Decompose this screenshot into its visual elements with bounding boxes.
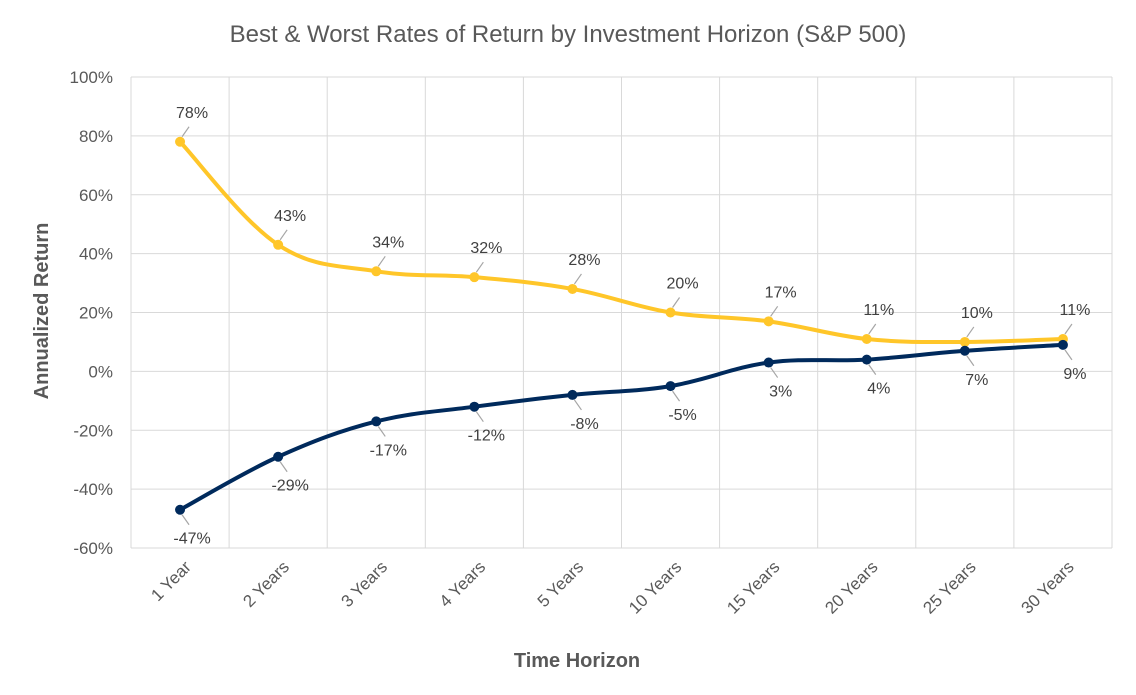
best-return-marker	[959, 336, 970, 347]
y-tick-label: 60%	[79, 186, 113, 205]
worst-return-label: 9%	[1063, 366, 1086, 383]
worst-return-marker	[861, 354, 872, 365]
leader-line	[1064, 349, 1073, 361]
x-axis-title: Time Horizon	[514, 650, 640, 672]
worst-return-label: 3%	[769, 384, 792, 401]
worst-return-marker	[665, 381, 676, 392]
leader-line	[377, 255, 386, 267]
best-return-label: 34%	[372, 234, 404, 251]
worst-return-marker	[175, 504, 186, 515]
best-return-label: 20%	[667, 276, 699, 293]
worst-return-label: -17%	[370, 442, 407, 459]
y-axis-title: Annualized Return	[31, 223, 53, 400]
worst-return-line	[178, 342, 1065, 512]
best-return-label: 32%	[470, 240, 502, 257]
best-return-label: 10%	[961, 305, 993, 322]
worst-return-marker	[763, 357, 774, 368]
best-return-label: 43%	[274, 208, 306, 225]
best-return-marker	[469, 272, 480, 283]
leader-line	[770, 367, 779, 378]
worst-return-label: -5%	[668, 407, 696, 424]
worst-return-label: -47%	[173, 531, 210, 548]
leader-line	[377, 426, 386, 437]
leader-line	[279, 461, 288, 473]
worst-return-label: 7%	[965, 372, 988, 389]
y-axis-ticks: -60% -40% -20% 0% 20% 40% 60% 80% 100%	[70, 68, 113, 558]
worst-return-label: -8%	[570, 416, 598, 433]
leader-line	[279, 229, 288, 241]
best-return-marker	[273, 239, 284, 250]
best-return-line	[178, 139, 1065, 345]
worst-return-marker	[959, 345, 970, 356]
leader-line	[966, 326, 975, 338]
best-return-marker	[665, 307, 676, 318]
best-return-marker	[371, 266, 382, 277]
data-labels: 78% 43% 34% 32% 28% 20% 17% 11% 10% 11% -47% -29% -1…	[173, 105, 1090, 548]
y-tick-label: 0%	[88, 362, 113, 381]
leader-line	[181, 126, 190, 138]
chart-title: Best & Worst Rates of Return by Investme…	[230, 21, 907, 48]
best-return-marker	[567, 283, 578, 294]
y-tick-label: 80%	[79, 127, 113, 146]
best-return-label: 28%	[568, 252, 600, 269]
best-return-label: 11%	[1060, 302, 1091, 319]
leader-line	[770, 305, 779, 317]
y-tick-label: 20%	[79, 304, 113, 323]
best-return-marker	[861, 333, 872, 344]
best-return-marker	[175, 136, 186, 147]
series-lines	[175, 136, 1068, 515]
leader-line	[181, 514, 190, 526]
worst-return-marker	[371, 416, 382, 427]
worst-return-marker	[1057, 339, 1068, 350]
best-return-marker	[763, 316, 774, 327]
worst-return-label: -12%	[468, 428, 505, 445]
y-tick-label: -60%	[73, 539, 113, 558]
best-return-label: 17%	[765, 284, 797, 301]
y-tick-label: 40%	[79, 245, 113, 264]
y-tick-label: -40%	[73, 480, 113, 499]
worst-return-marker	[469, 401, 480, 412]
worst-return-label: 4%	[867, 381, 890, 398]
y-tick-label: -20%	[73, 421, 113, 440]
leader-line	[1064, 323, 1073, 335]
leader-line	[475, 411, 484, 423]
best-return-label: 78%	[176, 105, 208, 122]
leader-line	[672, 297, 681, 308]
worst-return-label: -29%	[271, 478, 308, 495]
gridlines	[130, 76, 1113, 549]
leader-line	[573, 273, 582, 285]
best-return-label: 11%	[863, 302, 894, 319]
leader-line	[966, 355, 975, 367]
leader-line	[868, 364, 877, 375]
leader-line	[868, 323, 877, 335]
worst-return-marker	[273, 451, 284, 462]
leader-line	[475, 261, 484, 273]
y-tick-label: 100%	[70, 68, 113, 87]
leader-line	[573, 399, 582, 411]
worst-return-marker	[567, 389, 578, 400]
leader-line	[672, 390, 681, 402]
